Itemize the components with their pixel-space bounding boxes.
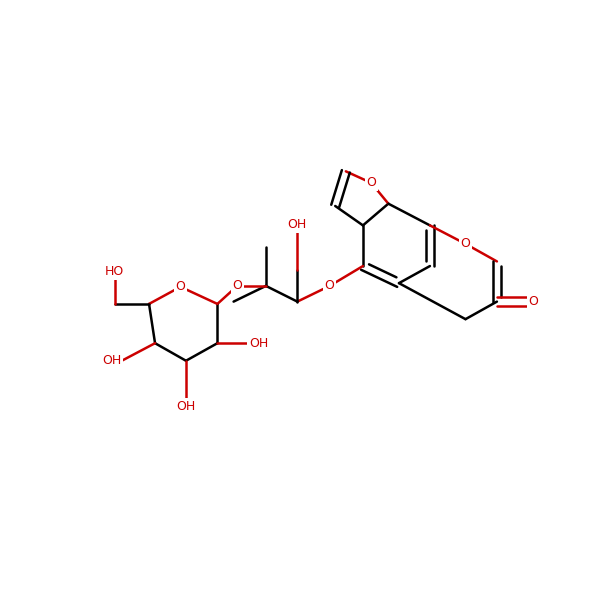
Text: O: O	[232, 280, 242, 292]
Text: O: O	[461, 238, 470, 250]
Text: O: O	[325, 280, 335, 292]
Text: OH: OH	[103, 354, 122, 367]
Text: O: O	[176, 280, 185, 293]
Text: OH: OH	[249, 337, 268, 350]
Text: OH: OH	[288, 218, 307, 232]
Text: O: O	[529, 295, 538, 308]
Text: HO: HO	[105, 265, 124, 278]
Text: OH: OH	[176, 400, 196, 413]
Text: O: O	[367, 176, 376, 190]
